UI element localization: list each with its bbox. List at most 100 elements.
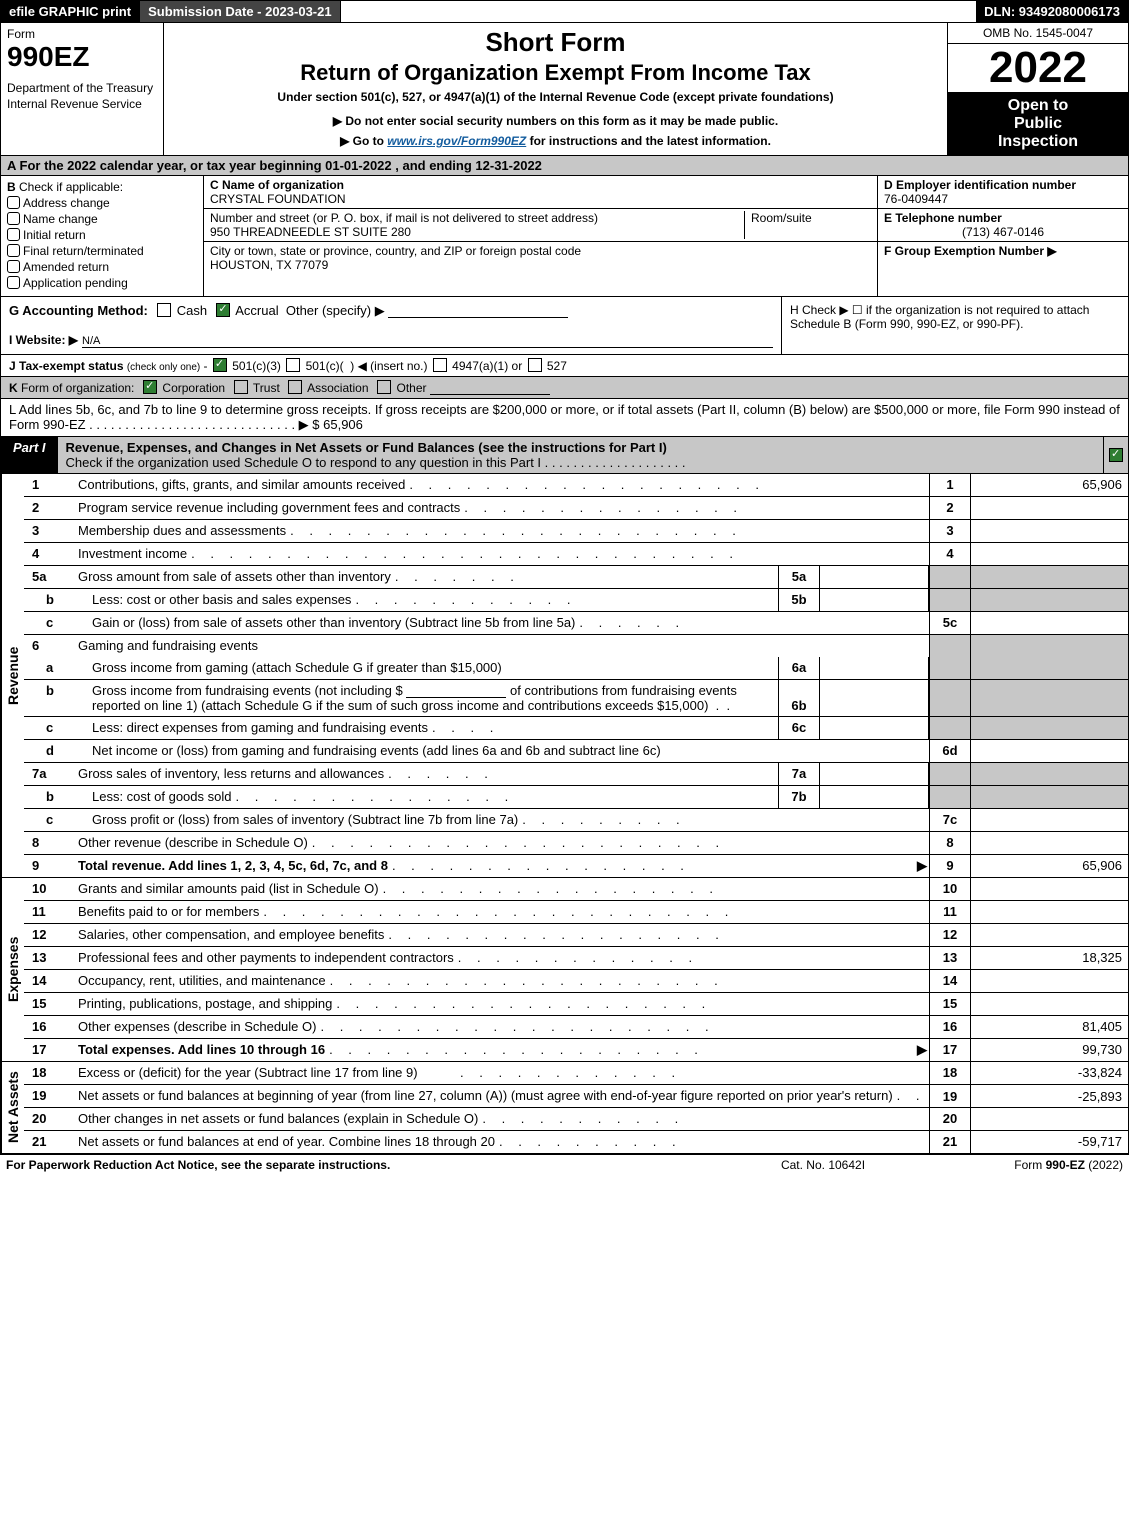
desc-18: Excess or (deficit) for the year (Subtra… [78, 1065, 418, 1080]
ln-3: 3 [24, 520, 76, 542]
website-value: N/A [82, 335, 773, 348]
midval-7b [820, 786, 929, 808]
inspect-2: Public [950, 115, 1126, 133]
form-subtitle: Under section 501(c), 527, or 4947(a)(1)… [174, 90, 937, 104]
city-label: City or town, state or province, country… [210, 244, 581, 258]
netassets-side-label: Net Assets [1, 1062, 24, 1153]
mid-6c: 6c [778, 717, 820, 739]
rval-18: -33,824 [970, 1062, 1128, 1084]
rnum-17: 17 [929, 1039, 970, 1061]
ln-8: 8 [24, 832, 76, 854]
d-label: D Employer identification number [884, 178, 1076, 192]
rnum-2: 2 [929, 497, 970, 519]
ln-7b: b [24, 786, 90, 808]
ln-5b: b [24, 589, 90, 611]
c-label: C Name of organization [210, 178, 344, 192]
checkbox-final-return[interactable] [7, 244, 20, 257]
checkbox-4947[interactable] [433, 358, 447, 372]
rval-6b-grey [970, 680, 1128, 716]
public-inspection-badge: Open to Public Inspection [948, 93, 1128, 155]
checkbox-amended-return[interactable] [7, 260, 20, 273]
net-assets-table: Net Assets 18Excess or (deficit) for the… [0, 1062, 1129, 1154]
rnum-19: 19 [929, 1085, 970, 1107]
line-k: K Form of organization: Corporation Trus… [0, 377, 1129, 399]
rval-3 [970, 520, 1128, 542]
rval-9: 65,906 [970, 855, 1128, 877]
desc-17: Total expenses. Add lines 10 through 16 [78, 1042, 325, 1057]
ln-20: 20 [24, 1108, 76, 1130]
rval-5b-grey [970, 589, 1128, 611]
line-j: J Tax-exempt status (check only one) - 5… [0, 355, 1129, 377]
checkbox-accrual[interactable] [216, 303, 230, 317]
arrow-17: ▶ [917, 1042, 927, 1058]
rnum-11: 11 [929, 901, 970, 923]
efile-print[interactable]: efile GRAPHIC print [1, 1, 140, 22]
b-item-5: Application pending [23, 276, 128, 290]
checkbox-association[interactable] [288, 380, 302, 394]
rnum-4: 4 [929, 543, 970, 565]
checkbox-application-pending[interactable] [7, 276, 20, 289]
desc-6b-1: Gross income from fundraising events (no… [92, 683, 403, 698]
rval-21: -59,717 [970, 1131, 1128, 1153]
ssn-warning: ▶ Do not enter social security numbers o… [174, 114, 937, 128]
desc-4: Investment income [78, 546, 187, 561]
rnum-7a-grey [929, 763, 970, 785]
rnum-13: 13 [929, 947, 970, 969]
desc-6d: Net income or (loss) from gaming and fun… [92, 743, 661, 758]
checkbox-schedule-o[interactable] [1109, 448, 1123, 462]
checkbox-501c3[interactable] [213, 358, 227, 372]
desc-6: Gaming and fundraising events [78, 638, 258, 653]
ln-6: 6 [24, 635, 76, 657]
ln-19: 19 [24, 1085, 76, 1107]
f-label: F Group Exemption Number ▶ [884, 244, 1057, 258]
rnum-6a-grey [929, 657, 970, 679]
b-item-2: Initial return [23, 228, 86, 242]
checkbox-cash[interactable] [157, 303, 171, 317]
expenses-table: Expenses 10Grants and similar amounts pa… [0, 878, 1129, 1062]
rval-5a-grey [970, 566, 1128, 588]
footer-cat: Cat. No. 10642I [723, 1158, 923, 1172]
rnum-5a-grey [929, 566, 970, 588]
rval-6d [970, 740, 1128, 762]
mid-7b: 7b [778, 786, 820, 808]
checkbox-corporation[interactable] [143, 380, 157, 394]
form-number: 990EZ [7, 41, 157, 73]
ln-7a: 7a [24, 763, 76, 785]
checkbox-527[interactable] [528, 358, 542, 372]
line-l: L Add lines 5b, 6c, and 7b to line 9 to … [0, 399, 1129, 437]
short-form-label: Short Form [174, 27, 937, 58]
rnum-20: 20 [929, 1108, 970, 1130]
rval-12 [970, 924, 1128, 946]
rval-7c [970, 809, 1128, 831]
checkbox-initial-return[interactable] [7, 228, 20, 241]
b-item-4: Amended return [23, 260, 109, 274]
b-item-3: Final return/terminated [23, 244, 144, 258]
rnum-8: 8 [929, 832, 970, 854]
checkbox-other-org[interactable] [377, 380, 391, 394]
checkbox-501c[interactable] [286, 358, 300, 372]
part-1-tag: Part I [1, 437, 58, 473]
desc-9: Total revenue. Add lines 1, 2, 3, 4, 5c,… [78, 858, 388, 873]
mid-6a: 6a [778, 657, 820, 679]
form-title-block: Short Form Return of Organization Exempt… [164, 23, 948, 155]
midval-5a [820, 566, 929, 588]
ln-6a: a [24, 657, 90, 679]
field-6b-amount[interactable] [406, 683, 506, 698]
footer-left: For Paperwork Reduction Act Notice, see … [6, 1158, 723, 1172]
rval-20 [970, 1108, 1128, 1130]
goto-pre: ▶ Go to [340, 134, 387, 148]
irs-link[interactable]: www.irs.gov/Form990EZ [387, 134, 526, 148]
checkbox-address-change[interactable] [7, 196, 20, 209]
other-org-field[interactable] [430, 380, 550, 395]
checkbox-trust[interactable] [234, 380, 248, 394]
header-right-block: OMB No. 1545-0047 2022 Open to Public In… [948, 23, 1128, 155]
g-other-field[interactable] [388, 303, 568, 318]
rnum-6b-grey [929, 680, 970, 716]
checkbox-name-change[interactable] [7, 212, 20, 225]
desc-7c: Gross profit or (loss) from sales of inv… [92, 812, 518, 827]
rnum-14: 14 [929, 970, 970, 992]
desc-12: Salaries, other compensation, and employ… [78, 927, 384, 942]
rnum-3: 3 [929, 520, 970, 542]
form-header: Form 990EZ Department of the Treasury In… [0, 23, 1129, 156]
rval-11 [970, 901, 1128, 923]
